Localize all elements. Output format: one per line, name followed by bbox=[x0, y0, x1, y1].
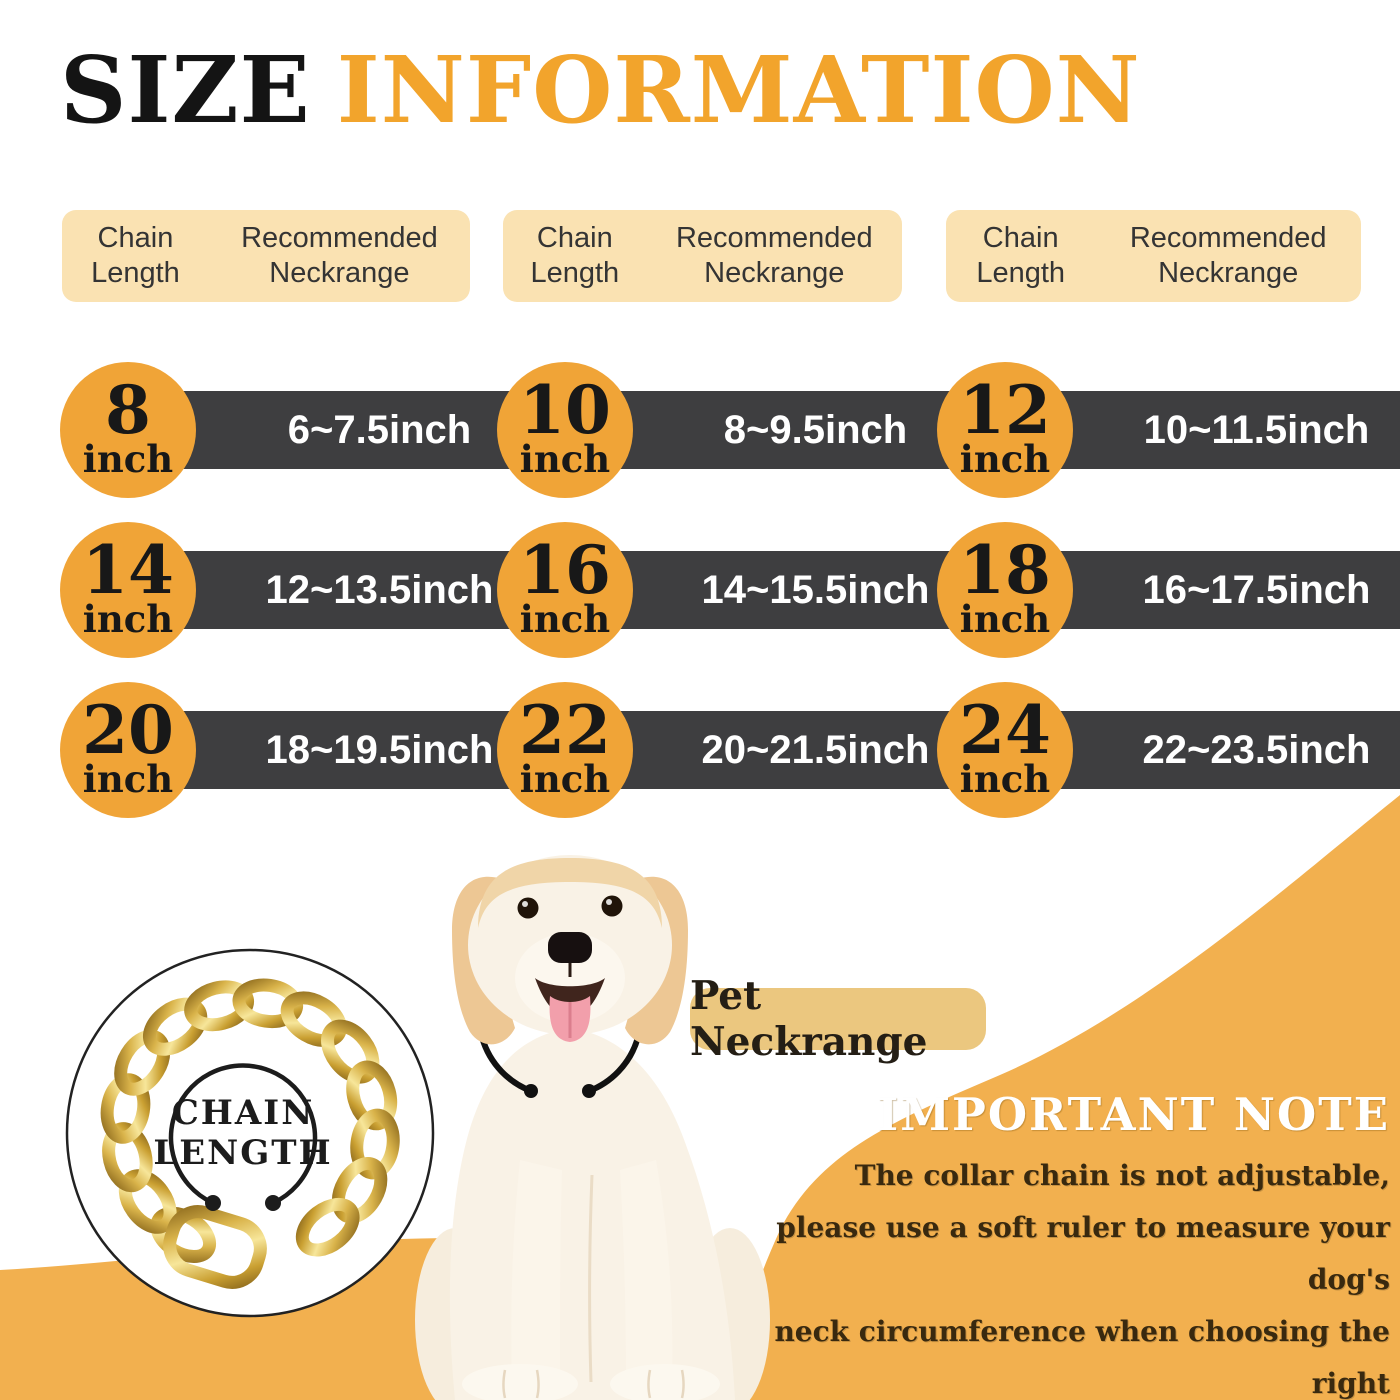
right-eye bbox=[601, 895, 623, 917]
chain-length-unit: inch bbox=[519, 436, 611, 481]
chain-length-header: Chain Length bbox=[91, 222, 180, 289]
neck-arc-dot bbox=[582, 1084, 596, 1098]
important-note-body: The collar chain is not adjustable, plea… bbox=[750, 1150, 1390, 1400]
chain-size-circle-14: 14 inch bbox=[60, 522, 196, 658]
chain-link bbox=[280, 991, 347, 1048]
chain-length-value: 24 bbox=[959, 691, 1051, 770]
chain-link bbox=[114, 1029, 171, 1096]
chain-link bbox=[321, 1019, 380, 1084]
chain-link bbox=[350, 1108, 400, 1180]
chain-length-value: 14 bbox=[82, 531, 174, 610]
column-header-2: Chain Length Recommended Neckrange bbox=[503, 210, 902, 302]
chain-length-value: 20 bbox=[82, 691, 174, 770]
neckrange-value: 22~23.5inch bbox=[1142, 727, 1371, 772]
chain-length-unit: inch bbox=[959, 756, 1051, 801]
chain-length-value: 16 bbox=[519, 531, 611, 610]
puppy-photo bbox=[415, 855, 770, 1400]
neckrange-value: 6~7.5inch bbox=[287, 407, 472, 452]
orange-sweep-right bbox=[733, 795, 1400, 1400]
chain-size-circle-10: 10 inch bbox=[497, 362, 633, 498]
chain-length-value: 12 bbox=[959, 371, 1051, 450]
chain-length-label-line2: LENGTH bbox=[153, 1133, 332, 1173]
neckrange-value: 14~15.5inch bbox=[701, 567, 930, 612]
recommended-neckrange-header: Recommended Neckrange bbox=[675, 222, 873, 289]
chain-length-value: 22 bbox=[519, 691, 611, 770]
nose bbox=[548, 932, 592, 963]
chain-length-unit: inch bbox=[82, 756, 174, 801]
gold-chain bbox=[100, 978, 400, 1264]
chain-link bbox=[102, 1122, 153, 1193]
recommended-neckrange-header: Recommended Neckrange bbox=[1129, 222, 1327, 289]
chain-length-unit: inch bbox=[959, 436, 1051, 481]
chain-length-unit: inch bbox=[82, 436, 174, 481]
note-line: please use a soft ruler to measure your … bbox=[776, 1211, 1390, 1296]
neckrange-value: 18~19.5inch bbox=[265, 727, 494, 772]
chain-link bbox=[295, 1197, 360, 1257]
chain-length-value: 10 bbox=[519, 371, 611, 450]
note-line: The collar chain is not adjustable, bbox=[854, 1159, 1390, 1192]
pet-neckrange-label: Pet Neckrange bbox=[690, 973, 986, 1065]
page-title: SIZE INFORMATION bbox=[60, 36, 1141, 144]
chain-length-header: Chain Length bbox=[976, 222, 1066, 289]
chain-size-circle-20: 20 inch bbox=[60, 682, 196, 818]
chain-length-diagram: CHAIN LENGTH bbox=[65, 948, 435, 1318]
chain-link bbox=[346, 1060, 398, 1131]
chain-length-value: 8 bbox=[105, 371, 151, 450]
chain-size-circle-12: 12 inch bbox=[937, 362, 1073, 498]
measure-arc bbox=[168, 1063, 318, 1206]
neckrange-value: 16~17.5inch bbox=[1142, 567, 1371, 612]
chain-length-unit: inch bbox=[519, 596, 611, 641]
chain-link bbox=[232, 978, 304, 1029]
chain-link bbox=[118, 1169, 177, 1234]
chain-size-circle-22: 22 inch bbox=[497, 682, 633, 818]
arc-end-dot bbox=[205, 1195, 221, 1211]
left-eye bbox=[517, 897, 539, 919]
arc-end-dot bbox=[265, 1195, 281, 1211]
recommended-neckrange-header: Recommended Neckrange bbox=[241, 222, 438, 289]
neckrange-pill-10: 8~9.5inch bbox=[535, 391, 998, 469]
chain-length-unit: inch bbox=[82, 596, 174, 641]
chain-link bbox=[100, 1073, 151, 1144]
chain-link bbox=[142, 997, 208, 1056]
column-header-3: Chain Length Recommended Neckrange bbox=[946, 210, 1361, 302]
chain-length-unit: inch bbox=[519, 756, 611, 801]
chain-size-circle-8: 8 inch bbox=[60, 362, 196, 498]
neckrange-value: 10~11.5inch bbox=[1143, 407, 1370, 452]
chain-size-circle-24: 24 inch bbox=[937, 682, 1073, 818]
note-line: neck circumference when choosing the rig… bbox=[774, 1315, 1390, 1400]
chain-size-circle-16: 16 inch bbox=[497, 522, 633, 658]
chain-length-value: 18 bbox=[959, 531, 1051, 610]
important-note-title: IMPORTANT NOTE bbox=[877, 1088, 1390, 1141]
chain-length-unit: inch bbox=[959, 596, 1051, 641]
chain-size-circle-18: 18 inch bbox=[937, 522, 1073, 658]
neckrange-value: 12~13.5inch bbox=[265, 567, 494, 612]
chain-link bbox=[331, 1156, 388, 1224]
title-size: SIZE bbox=[60, 36, 311, 144]
chain-length-header: Chain Length bbox=[530, 222, 620, 289]
neckrange-value: 8~9.5inch bbox=[723, 407, 908, 452]
title-information: INFORMATION bbox=[336, 36, 1141, 144]
column-header-1: Chain Length Recommended Neckrange bbox=[62, 210, 470, 302]
carabiner-clasp bbox=[163, 1205, 267, 1289]
chain-length-label-line1: CHAIN bbox=[172, 1093, 315, 1133]
neckrange-value: 20~21.5inch bbox=[701, 727, 930, 772]
neck-arc-dot bbox=[524, 1084, 538, 1098]
chain-link bbox=[184, 980, 255, 1032]
